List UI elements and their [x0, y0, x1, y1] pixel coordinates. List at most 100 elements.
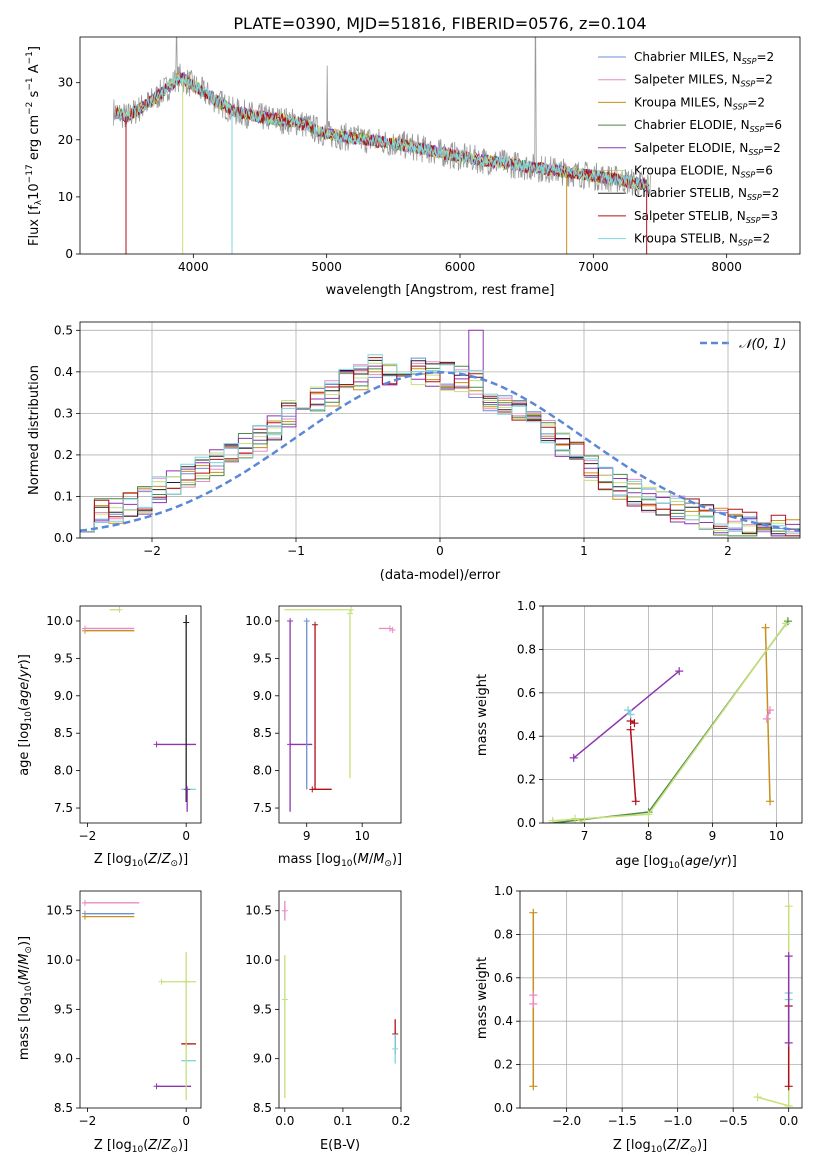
age-mass-xlabel: mass [log10(M/M⊙)]: [278, 852, 402, 869]
mass-ebv-xlabel: E(B-V): [320, 1138, 360, 1153]
x-tick-label: 0.0: [779, 1114, 798, 1128]
y-tick-label: 0.0: [517, 816, 536, 830]
plot-area: [112, 37, 651, 254]
weight-series-marker: [784, 902, 793, 911]
age-vs-mass-panel: mass [log10(M/M⊙)] 9 10 7.5 8.0 8.5 9.0 9.5 10.…: [245, 605, 402, 869]
data-point-marker: [346, 610, 353, 617]
data-point-marker: [312, 621, 319, 628]
x-tick-label: −2.0: [552, 1114, 581, 1128]
data-point-marker: [153, 1083, 160, 1090]
legend-label: Salpeter STELIB, NSSP=3: [634, 209, 778, 225]
y-tick-label: 0.6: [494, 971, 513, 985]
weight-series-marker: [529, 908, 538, 917]
weight-series-marker: [529, 1082, 538, 1091]
y-tick-label: 8.5: [253, 726, 272, 740]
axes-frame: [79, 36, 801, 255]
data-point-marker: [303, 617, 310, 624]
data-point-marker: [389, 626, 396, 633]
weight-vs-metallicity-panel: mass weight Z [log10(Z/Z⊙)] −2.0 −1.5 −1.0…: [475, 884, 803, 1155]
x-tick-label: 9: [709, 829, 717, 843]
axes-frame: [79, 605, 202, 824]
y-tick-label: 0.4: [54, 365, 73, 379]
plot-area: [81, 899, 197, 1101]
weight-series-line: [573, 670, 680, 759]
x-tick-label: 7: [581, 829, 589, 843]
plot-area: [81, 606, 197, 812]
x-tick-label: 7000: [578, 260, 609, 274]
spectrum-panel: Flux [fλ10−17 erg cm−2 s−1 A−1] waveleng…: [25, 36, 801, 298]
data-point-marker: [386, 625, 393, 632]
y-tick-label: 8.0: [54, 764, 73, 778]
y-tick-label: 1.0: [494, 884, 513, 898]
weight-vs-age-panel: mass weight age [log10(age/yr)] 7 8 9 10 0.0…: [475, 599, 803, 871]
y-tick-label: 10.0: [46, 953, 73, 967]
y-tick-label: 0.2: [494, 1058, 513, 1072]
y-tick-label: 7.5: [54, 801, 73, 815]
weight-series-marker: [580, 819, 589, 823]
data-point-marker: [116, 606, 123, 613]
weight-series-marker: [626, 725, 635, 734]
y-tick-label: 9.5: [253, 651, 272, 665]
mass-vs-ebv-panel: E(B-V) 0.0 0.1 0.2 8.5 9.0 9.5 10.0 10.5: [245, 890, 411, 1153]
x-tick-label: 2: [724, 544, 732, 558]
data-point-marker: [392, 1045, 399, 1052]
axes-frame: [278, 890, 402, 1109]
plot-area: [281, 900, 399, 1099]
y-tick-label: 10.5: [46, 904, 73, 918]
weight-series-marker: [548, 816, 557, 823]
legend-label: Kroupa ELODIE, NSSP=6: [634, 164, 773, 180]
weight-series-marker: [782, 619, 791, 628]
x-tick-label: 0.2: [391, 1114, 410, 1128]
data-point-marker: [81, 899, 88, 906]
legend-label: Chabrier STELIB, NSSP=2: [634, 186, 779, 202]
legend-label: Kroupa MILES, NSSP=2: [634, 95, 765, 111]
x-tick-label: −1.0: [663, 1114, 692, 1128]
x-tick-label: 8000: [711, 260, 742, 274]
weight-series-marker: [766, 706, 775, 715]
axes-frame: [79, 890, 202, 1109]
weight-series-marker: [784, 1038, 793, 1047]
y-tick-label: 10.5: [245, 904, 272, 918]
legend-label: Chabrier MILES, NSSP=2: [634, 50, 774, 66]
legend-label: Chabrier ELODIE, NSSP=6: [634, 118, 782, 134]
y-tick-label: 0.3: [54, 406, 73, 420]
x-tick-label: 0.1: [333, 1114, 352, 1128]
y-tick-label: 0.1: [54, 489, 73, 503]
weight-series-marker: [630, 719, 639, 728]
y-tick-label: 30: [58, 76, 73, 90]
x-tick-label: 0: [436, 544, 444, 558]
x-tick-label: 9: [303, 829, 311, 843]
y-tick-label: 8.0: [253, 764, 272, 778]
plot-area: [548, 617, 792, 823]
axes-frame: [278, 605, 402, 824]
histogram-series-step: [80, 354, 800, 538]
weight-series-marker: [675, 667, 684, 676]
weight-z-xlabel: Z [log10(Z/Z⊙)]: [613, 1138, 707, 1155]
data-point-marker: [184, 786, 191, 793]
weight-series-line: [629, 729, 637, 802]
weight-series-marker: [569, 753, 578, 762]
y-tick-label: 9.5: [253, 1002, 272, 1016]
axes-frame: [519, 890, 803, 1109]
plot-area: [529, 902, 793, 1108]
histogram-ylabel: Normed distribution: [27, 365, 42, 495]
y-tick-label: 10: [58, 190, 73, 204]
x-tick-label: 10: [769, 829, 784, 843]
x-tick-label: −1.5: [608, 1114, 637, 1128]
weight-series-line: [552, 622, 787, 822]
y-tick-label: 10.0: [245, 953, 272, 967]
y-tick-label: 0.5: [54, 323, 73, 337]
data-point-marker: [183, 619, 190, 626]
spectrum-legend: Chabrier MILES, NSSP=2 Salpeter MILES, NS…: [598, 50, 782, 248]
plot-area: [284, 606, 396, 812]
y-tick-label: 0.2: [517, 773, 536, 787]
weight-series-line: [757, 1096, 789, 1107]
y-tick-label: 9.5: [54, 651, 73, 665]
y-tick-label: 0.8: [517, 642, 536, 656]
weight-series-marker: [529, 991, 538, 1000]
data-point-marker: [153, 741, 160, 748]
figure-title: PLATE=0390, MJD=51816, FIBERID=0576, z=0…: [233, 14, 646, 33]
data-point-marker: [81, 625, 88, 632]
mass-z-ylabel: mass [log10(M/M⊙)]: [17, 936, 34, 1060]
